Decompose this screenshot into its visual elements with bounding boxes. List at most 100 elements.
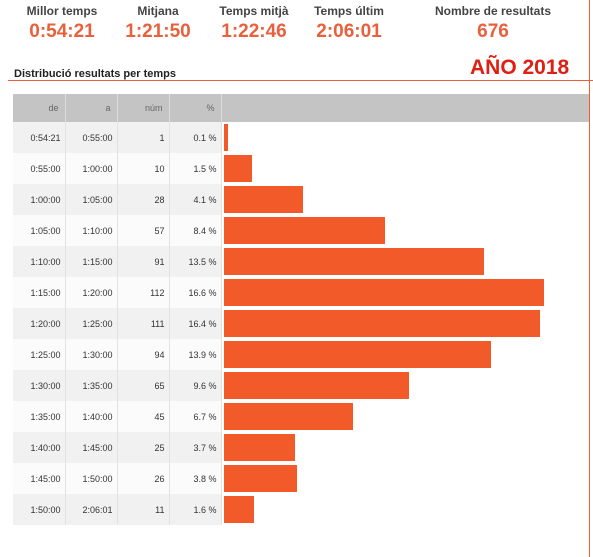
cell-to: 1:40:00: [65, 401, 118, 432]
table-row: 1:15:00 1:20:00 112 16.6 %: [13, 277, 589, 308]
cell-count: 45: [117, 401, 170, 432]
stat-average-value: 1:22:46: [221, 21, 287, 42]
cell-to: 2:06:01: [65, 494, 118, 525]
header-count: núm: [117, 94, 170, 122]
cell-percent: 16.6 %: [169, 277, 222, 308]
cell-count: 91: [117, 246, 170, 277]
stat-last-time-label: Temps últim: [314, 4, 384, 18]
table-row: 1:45:00 1:50:00 26 3.8 %: [13, 463, 589, 494]
cell-to: 1:00:00: [65, 153, 118, 184]
cell-count: 25: [117, 432, 170, 463]
cell-from: 1:40:00: [13, 432, 66, 463]
cell-percent: 9.6 %: [169, 370, 222, 401]
stat-best-time-value: 0:54:21: [29, 21, 95, 42]
cell-from: 0:55:00: [13, 153, 66, 184]
cell-count: 11: [117, 494, 170, 525]
stat-result-count-label: Nombre de resultats: [434, 4, 552, 18]
distribution-bar: [223, 341, 492, 368]
cell-count: 65: [117, 370, 170, 401]
distribution-bar: [223, 403, 353, 430]
bar-cell: [221, 153, 589, 184]
header-to: a: [65, 94, 118, 122]
table-row: 1:30:00 1:35:00 65 9.6 %: [13, 370, 589, 401]
distribution-bar: [223, 155, 253, 182]
stat-result-count: Nombre de resultats 676: [425, 4, 561, 43]
title-divider: [8, 80, 593, 81]
cell-from: 1:30:00: [13, 370, 66, 401]
cell-count: 94: [117, 339, 170, 370]
cell-count: 28: [117, 184, 170, 215]
cell-to: 1:15:00: [65, 246, 118, 277]
cell-from: 1:00:00: [13, 184, 66, 215]
distribution-bar: [223, 310, 540, 337]
stat-last-time-value: 2:06:01: [316, 21, 382, 42]
distribution-bar: [223, 279, 544, 306]
stat-average-label: Temps mitjà: [219, 4, 289, 18]
stat-result-count-value: 676: [477, 21, 509, 42]
cell-count: 112: [117, 277, 170, 308]
table-row: 1:20:00 1:25:00 111 16.4 %: [13, 308, 589, 339]
bar-cell: [221, 308, 589, 339]
bar-cell: [221, 401, 589, 432]
table-header-row: de a núm %: [13, 94, 589, 122]
cell-count: 10: [117, 153, 170, 184]
year-label: AÑO 2018: [470, 56, 570, 79]
stat-median-value: 1:21:50: [125, 21, 191, 42]
cell-from: 0:54:21: [13, 122, 66, 153]
cell-percent: 0.1 %: [169, 122, 222, 153]
distribution-bar: [223, 496, 255, 523]
cell-to: 1:30:00: [65, 339, 118, 370]
bar-cell: [221, 494, 589, 525]
distribution-bar: [223, 248, 484, 275]
cell-percent: 1.6 %: [169, 494, 222, 525]
cell-percent: 13.9 %: [169, 339, 222, 370]
cell-percent: 3.8 %: [169, 463, 222, 494]
table-row: 0:55:00 1:00:00 10 1.5 %: [13, 153, 589, 184]
cell-from: 1:45:00: [13, 463, 66, 494]
stat-median: Mitjana 1:21:50: [108, 4, 208, 43]
distribution-bar: [223, 217, 386, 244]
bar-cell: [221, 184, 589, 215]
cell-to: 1:25:00: [65, 308, 118, 339]
stat-last-time: Temps últim 2:06:01: [306, 4, 392, 43]
header-from: de: [13, 94, 66, 122]
stat-average: Temps mitjà 1:22:46: [211, 4, 297, 43]
header-bar: [221, 94, 589, 122]
table-row: 1:25:00 1:30:00 94 13.9 %: [13, 339, 589, 370]
bar-cell: [221, 277, 589, 308]
stat-median-label: Mitjana: [137, 4, 179, 18]
cell-percent: 4.1 %: [169, 184, 222, 215]
distribution-bar: [223, 372, 409, 399]
bar-cell: [221, 339, 589, 370]
cell-from: 1:25:00: [13, 339, 66, 370]
cell-to: 1:35:00: [65, 370, 118, 401]
cell-to: 0:55:00: [65, 122, 118, 153]
cell-count: 1: [117, 122, 170, 153]
cell-percent: 1.5 %: [169, 153, 222, 184]
table-row: 0:54:21 0:55:00 1 0.1 %: [13, 122, 589, 153]
cell-from: 1:35:00: [13, 401, 66, 432]
cell-from: 1:20:00: [13, 308, 66, 339]
cell-percent: 13.5 %: [169, 246, 222, 277]
bar-cell: [221, 432, 589, 463]
table-row: 1:00:00 1:05:00 28 4.1 %: [13, 184, 589, 215]
cell-to: 1:20:00: [65, 277, 118, 308]
bar-cell: [221, 246, 589, 277]
distribution-bar: [223, 186, 303, 213]
table-row: 1:35:00 1:40:00 45 6.7 %: [13, 401, 589, 432]
cell-count: 111: [117, 308, 170, 339]
header-percent: %: [169, 94, 222, 122]
stat-best-time: Millor temps 0:54:21: [22, 4, 102, 43]
cell-to: 1:45:00: [65, 432, 118, 463]
table-row: 1:50:00 2:06:01 11 1.6 %: [13, 494, 589, 525]
cell-from: 1:10:00: [13, 246, 66, 277]
table-row: 1:10:00 1:15:00 91 13.5 %: [13, 246, 589, 277]
cell-to: 1:50:00: [65, 463, 118, 494]
cell-to: 1:05:00: [65, 184, 118, 215]
bar-cell: [221, 463, 589, 494]
cell-from: 1:05:00: [13, 215, 66, 246]
distribution-bar: [223, 124, 228, 151]
cell-from: 1:50:00: [13, 494, 66, 525]
table-row: 1:40:00 1:45:00 25 3.7 %: [13, 432, 589, 463]
distribution-bar: [223, 434, 295, 461]
